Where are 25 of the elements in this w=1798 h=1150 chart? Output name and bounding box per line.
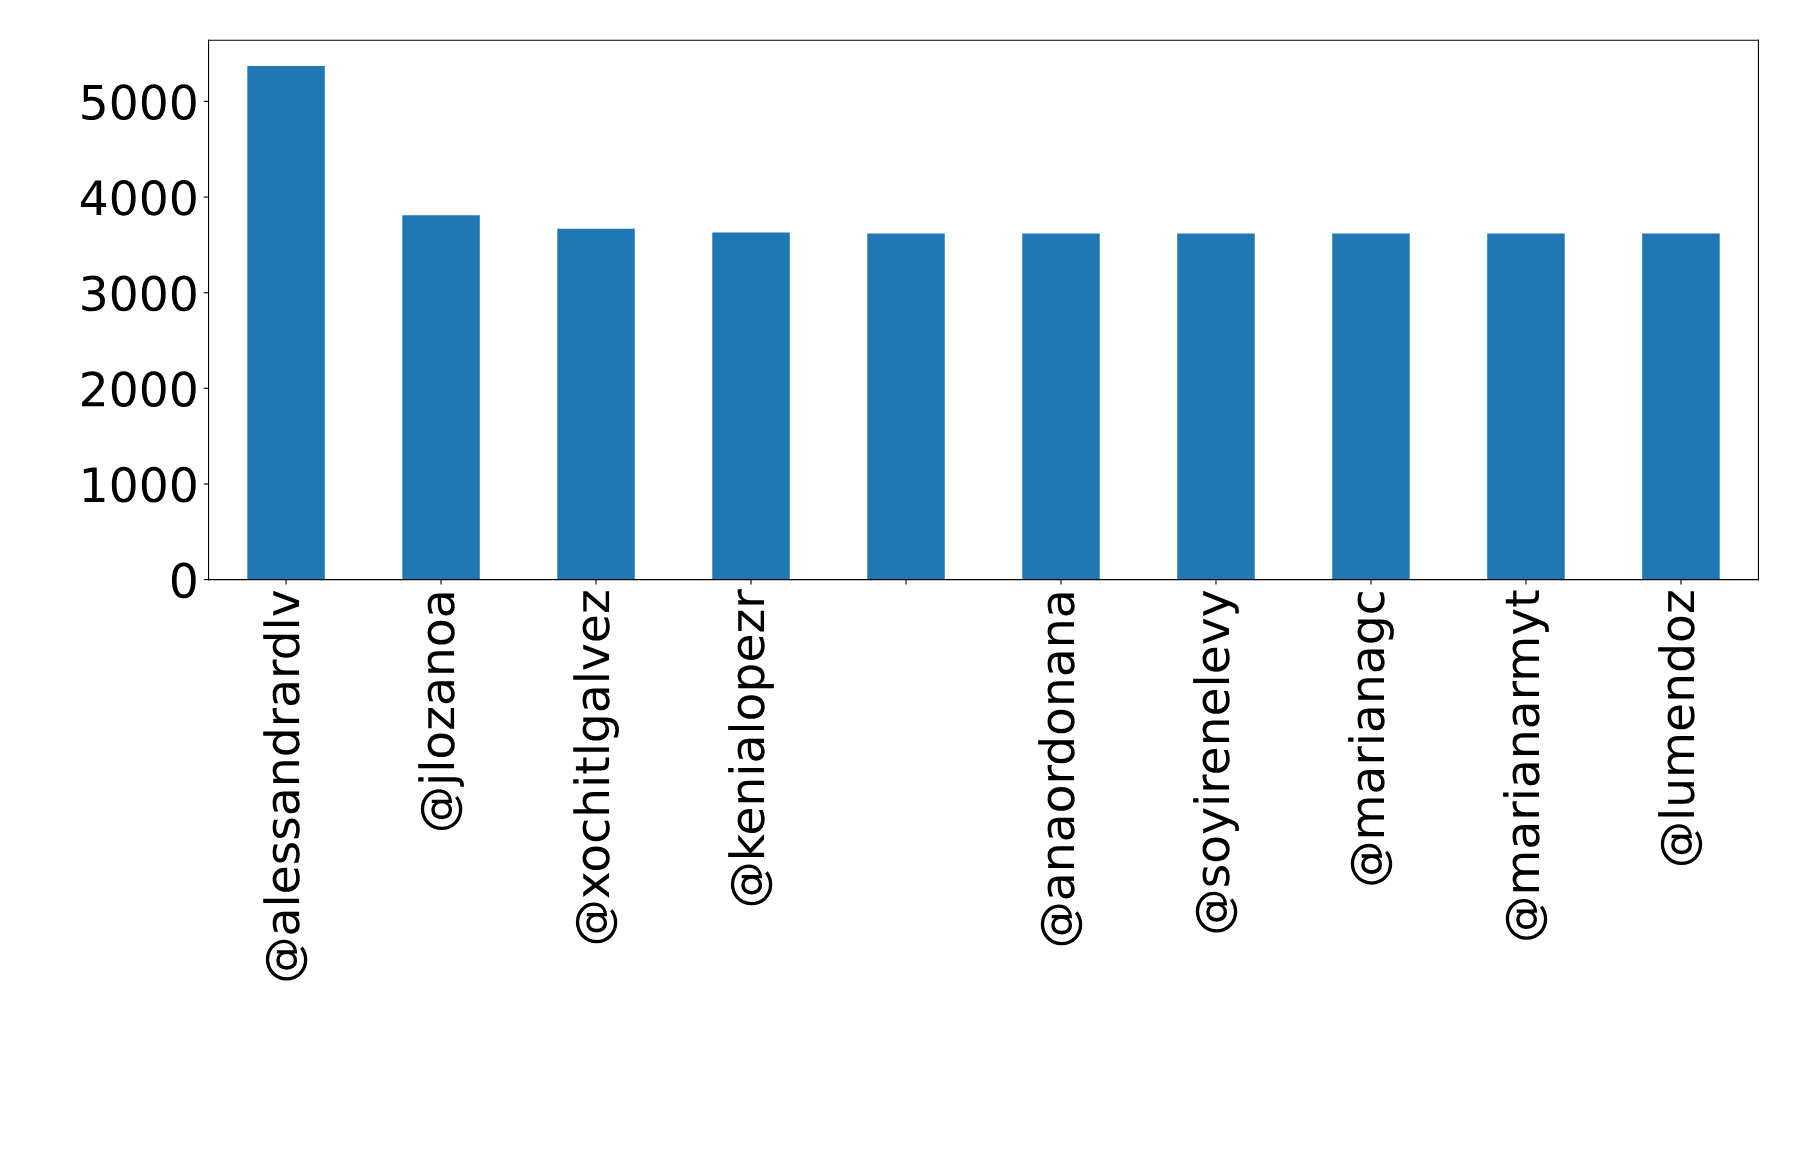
bar: [1487, 233, 1565, 580]
x-tick-label: @alessandrardlv: [263, 590, 308, 981]
x-tick-label: @anaordonana: [1038, 593, 1083, 946]
bar: [247, 66, 325, 580]
bar: [1642, 233, 1720, 580]
bar: [1022, 233, 1100, 580]
y-tick-label: 1000: [83, 466, 196, 503]
bar: [712, 232, 790, 580]
bar: [402, 215, 480, 580]
y-tick-label: 0: [171, 562, 196, 599]
y-tick-label: 3000: [82, 275, 196, 312]
bar: [1332, 233, 1410, 580]
bar: [557, 228, 635, 580]
x-tick-label: @jlozanoa: [418, 593, 464, 831]
x-tick-label: @kenialopezr: [728, 589, 774, 906]
x-tick-label: @soyirenelevy: [1193, 590, 1239, 933]
x-tick-label: @lumendoz: [1658, 591, 1703, 866]
x-tick-label: @xochitlgalvez: [573, 591, 619, 944]
y-tick-label: 5000: [82, 84, 196, 121]
bar: [1177, 233, 1255, 580]
y-tick-label: 2000: [82, 371, 196, 407]
x-tick-label: @marianagc: [1348, 592, 1394, 885]
y-tick-label: 4000: [80, 179, 196, 216]
x-tick-label: @marianarmyt: [1503, 590, 1549, 940]
bar: [867, 233, 945, 580]
